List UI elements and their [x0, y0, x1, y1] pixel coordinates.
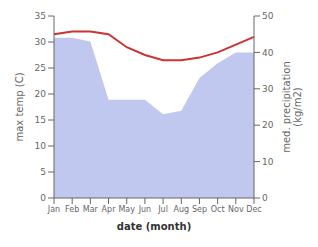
svg-text:Jul: Jul: [157, 205, 168, 214]
svg-text:15: 15: [35, 115, 46, 125]
svg-text:Apr: Apr: [102, 205, 117, 214]
svg-text:50: 50: [262, 11, 274, 21]
svg-text:25: 25: [35, 63, 46, 73]
svg-text:20: 20: [262, 120, 274, 130]
svg-text:Aug: Aug: [173, 205, 189, 214]
svg-text:20: 20: [35, 89, 47, 99]
svg-text:date (month): date (month): [117, 221, 191, 232]
svg-text:Sep: Sep: [192, 205, 207, 214]
svg-text:Nov: Nov: [228, 205, 244, 214]
svg-text:30: 30: [35, 37, 47, 47]
svg-text:Jan: Jan: [47, 205, 60, 214]
svg-text:Jun: Jun: [138, 205, 152, 214]
svg-text:Mar: Mar: [83, 205, 99, 214]
svg-text:40: 40: [262, 48, 274, 58]
svg-text:5: 5: [40, 167, 46, 177]
svg-text:0: 0: [262, 193, 268, 203]
svg-text:max temp (C): max temp (C): [14, 72, 25, 141]
svg-text:30: 30: [262, 84, 274, 94]
svg-text:May: May: [118, 205, 135, 214]
svg-text:0: 0: [40, 193, 46, 203]
svg-text:10: 10: [262, 157, 274, 167]
svg-text:35: 35: [35, 11, 46, 21]
svg-text:10: 10: [35, 141, 47, 151]
svg-text:Oct: Oct: [211, 205, 225, 214]
svg-text:Dec: Dec: [246, 205, 261, 214]
svg-text:med. precipitation(kg/m2): med. precipitation(kg/m2): [281, 61, 303, 153]
svg-text:Feb: Feb: [65, 205, 79, 214]
